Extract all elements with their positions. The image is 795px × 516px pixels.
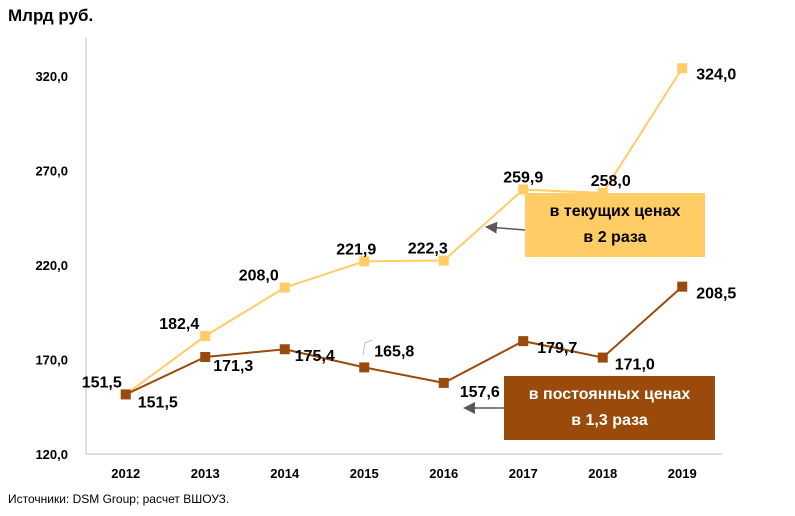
- data-label: 222,3: [408, 241, 448, 258]
- data-point-marker: [518, 336, 529, 347]
- data-point-marker: [279, 344, 290, 355]
- data-point-marker: [677, 63, 688, 74]
- callout-current-line1: в текущих ценах: [549, 203, 681, 220]
- data-point-marker: [597, 352, 608, 363]
- data-label: 208,5: [696, 286, 736, 303]
- data-point-marker: [359, 362, 370, 373]
- x-tick-label: 2014: [270, 466, 300, 481]
- data-label: 151,5: [82, 374, 122, 391]
- data-label: 208,0: [239, 268, 279, 285]
- label-leader-line: [362, 339, 373, 356]
- series-constant-prices: 151,5 171,3 175,4 165,8 157,6 179,7 171,0 208,5: [120, 281, 736, 411]
- callout-constant-line1: в постоянных ценах: [528, 386, 691, 403]
- data-label: 157,6: [460, 384, 500, 401]
- data-label: 175,4: [295, 348, 335, 365]
- data-label: 182,4: [159, 316, 199, 333]
- data-point-marker: [279, 282, 290, 293]
- y-axis-unit-label: Млрд руб.: [8, 6, 94, 25]
- y-tick-label: 270,0: [35, 163, 68, 178]
- data-point-marker: [438, 255, 449, 266]
- chart-series: 151,5 182,4 208,0 221,9 222,3 259,9 258,0 324,0…: [82, 63, 736, 411]
- data-label: 259,9: [503, 169, 543, 186]
- arrow-to-current-line: [485, 221, 526, 234]
- x-tick-label: 2015: [350, 466, 379, 481]
- series-line: [125, 67, 684, 396]
- callout-constant-line2: в 1,3 раза: [571, 412, 648, 429]
- series-current-prices: 151,5 182,4 208,0 221,9 222,3 259,9 258,0 324,0: [82, 63, 736, 400]
- data-label: 151,5: [138, 394, 178, 411]
- data-label: 324,0: [696, 66, 736, 83]
- x-tick-label: 2019: [668, 466, 697, 481]
- data-label: 221,9: [336, 241, 376, 258]
- data-label: 179,7: [537, 340, 577, 357]
- data-point-marker: [120, 389, 131, 400]
- callout-current-prices: в текущих ценах в 2 раза: [525, 193, 705, 257]
- source-note: Источники: DSM Group; расчет ВШОУЗ.: [8, 492, 230, 506]
- y-tick-label: 120,0: [35, 447, 68, 462]
- data-point-marker: [200, 351, 211, 362]
- chart-annotations: [362, 221, 526, 414]
- x-tick-label: 2017: [509, 466, 538, 481]
- x-tick-label: 2016: [429, 466, 458, 481]
- y-tick-label: 220,0: [35, 258, 68, 273]
- x-tick-label: 2012: [111, 466, 140, 481]
- x-tick-label: 2018: [588, 466, 617, 481]
- data-label: 171,0: [615, 357, 655, 374]
- data-label: 165,8: [374, 343, 414, 360]
- data-point-marker: [359, 256, 370, 267]
- data-label: 171,3: [213, 358, 253, 375]
- x-tick-label: 2013: [191, 466, 220, 481]
- chart-axes: 120,0 170,0 220,0 270,0 320,0 2012 2013 2014 201…: [35, 38, 722, 481]
- y-tick-label: 320,0: [35, 69, 68, 84]
- y-tick-label: 170,0: [35, 352, 68, 367]
- callout-constant-prices: в постоянных ценах в 1,3 раза: [504, 376, 715, 440]
- data-point-marker: [200, 331, 211, 342]
- series-line: [125, 285, 683, 396]
- data-point-marker: [438, 377, 449, 388]
- data-label: 258,0: [591, 173, 631, 190]
- data-point-marker: [677, 281, 688, 292]
- callout-current-line2: в 2 раза: [583, 229, 647, 246]
- data-point-marker: [518, 184, 529, 195]
